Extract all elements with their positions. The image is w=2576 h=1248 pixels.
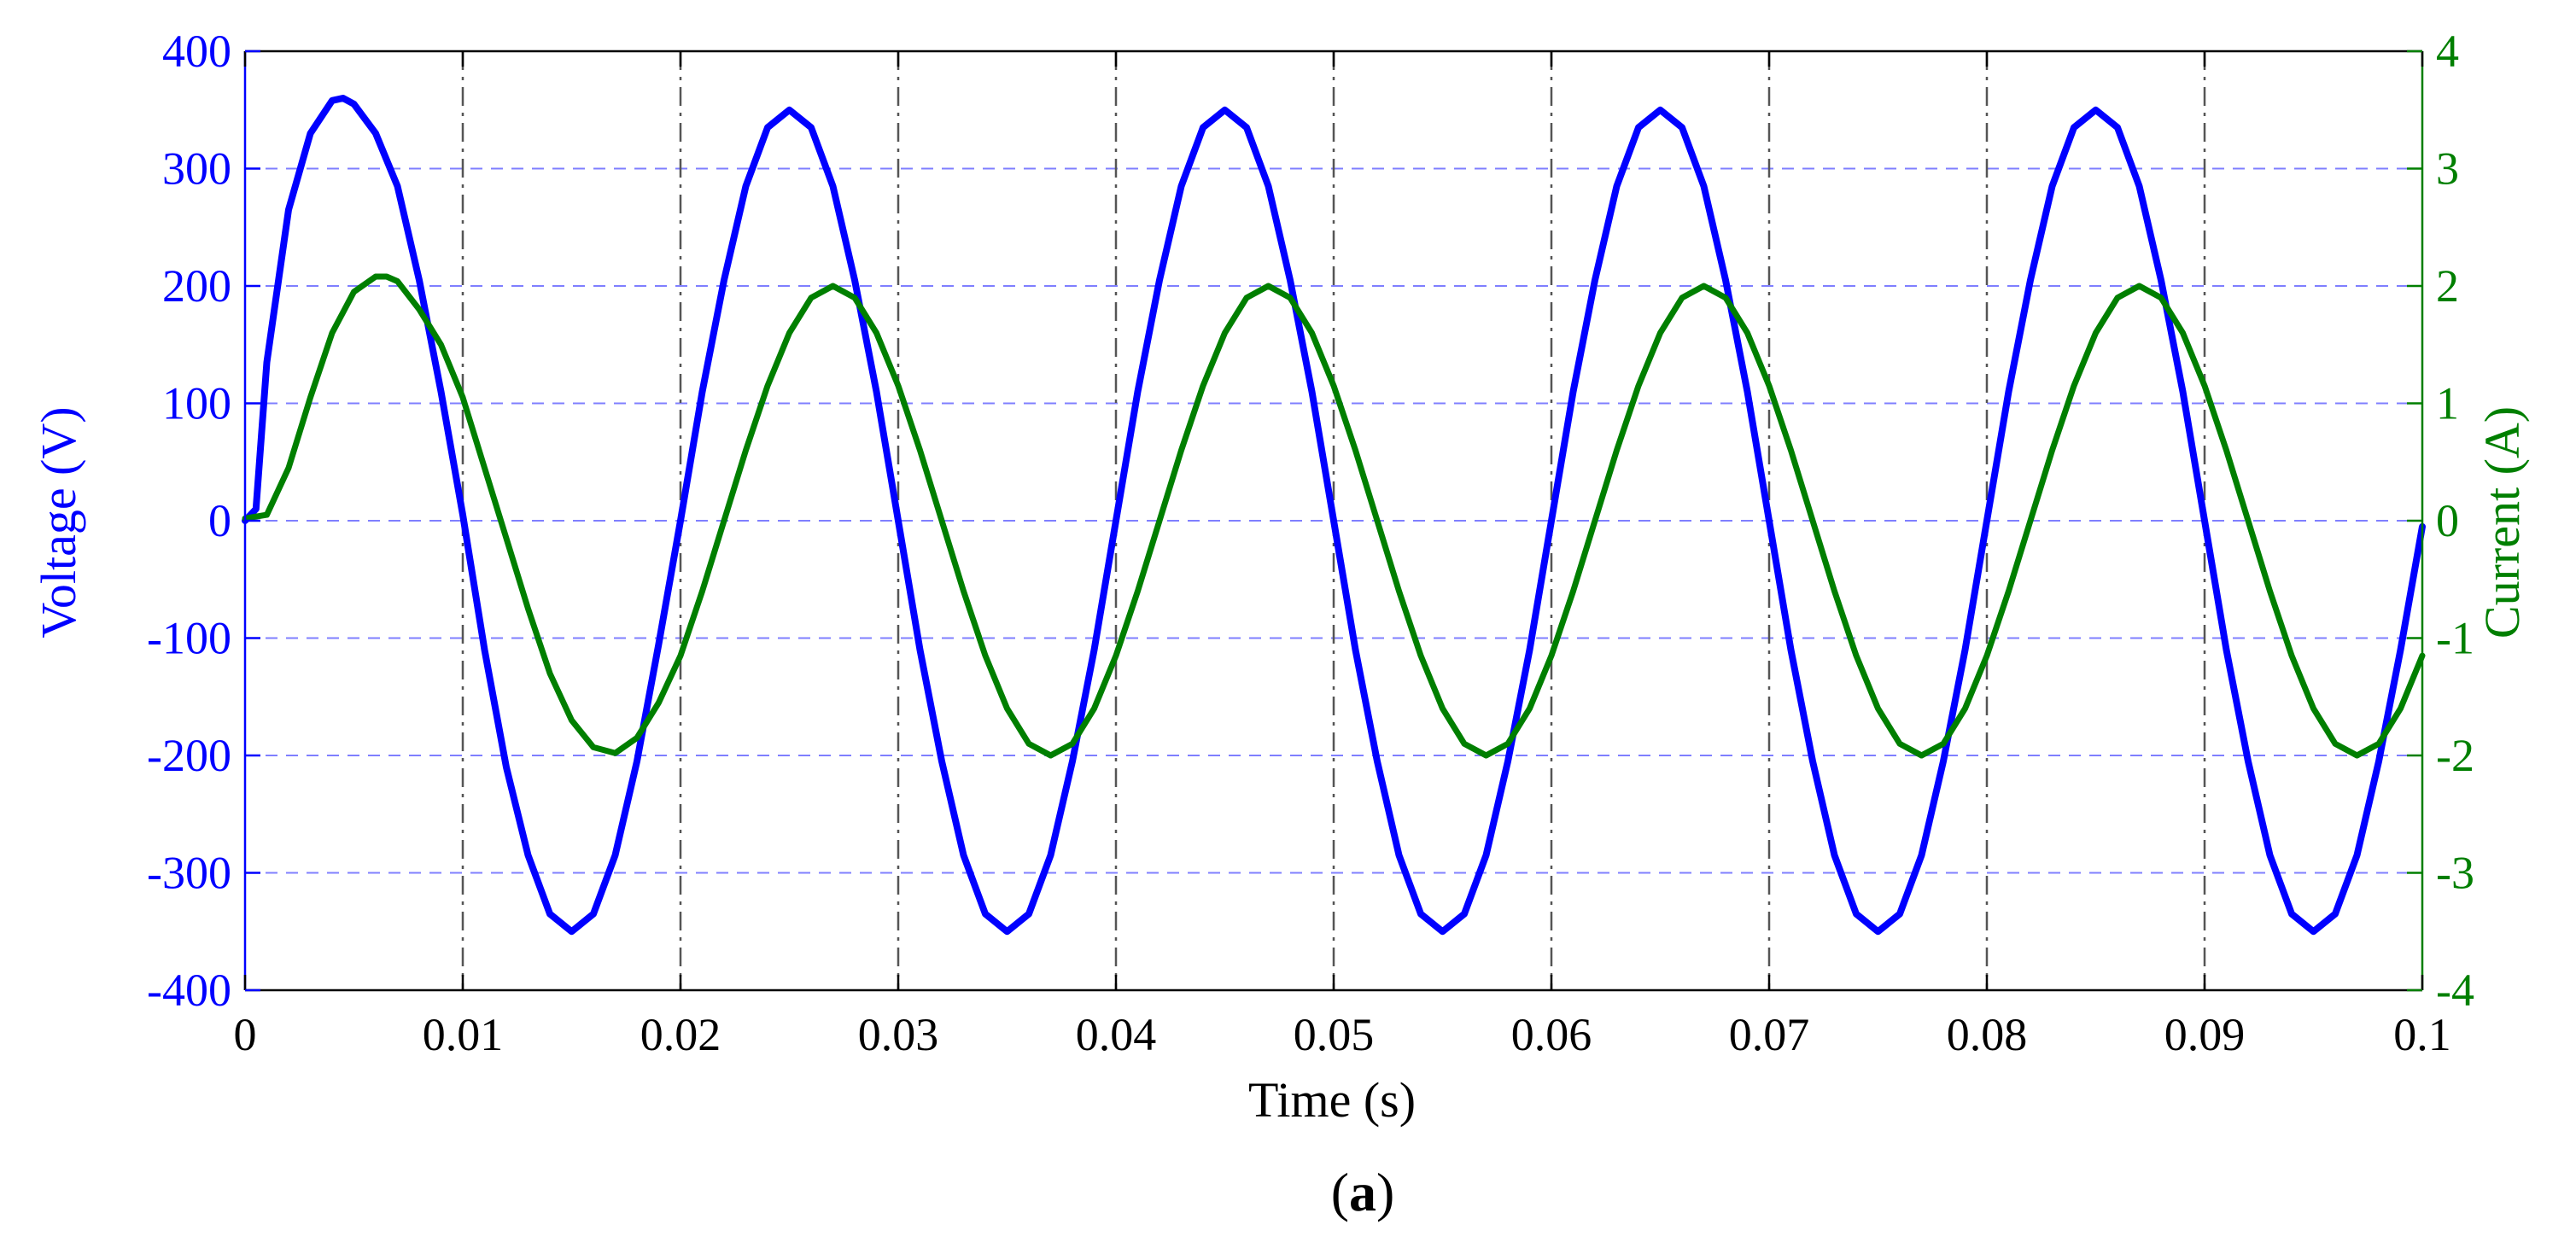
right-y-tick-label: -4 <box>2436 965 2474 1016</box>
axes-layer <box>243 50 2424 992</box>
right-y-tick-label: -1 <box>2436 613 2474 664</box>
right-y-tick-label: 3 <box>2436 143 2459 195</box>
caption-letter: a <box>1349 1162 1376 1222</box>
left-y-tick-label: -400 <box>147 965 231 1016</box>
caption-close-paren: ) <box>1376 1162 1394 1222</box>
caption-open-paren: ( <box>1331 1162 1349 1222</box>
right-axis-label: Current (A) <box>2474 406 2530 639</box>
x-tick-label: 0.09 <box>2164 1009 2246 1060</box>
figure-caption: (a) <box>1331 1162 1395 1222</box>
tick-labels-layer: 0 0.01 0.02 0.03 0.04 0.05 0.06 0.07 0.08 0.09 0.1… <box>147 26 2474 1060</box>
x-tick-label: 0.04 <box>1076 1009 1157 1060</box>
x-axis-label: Time (s) <box>1248 1072 1416 1128</box>
voltage-series-line <box>242 95 2426 936</box>
left-y-tick-label: 300 <box>162 143 231 195</box>
left-y-tick-label: 400 <box>162 26 231 77</box>
x-tick-label: 0.01 <box>423 1009 504 1060</box>
left-y-tick-label: 0 <box>208 495 231 546</box>
left-y-tick-label: -200 <box>147 730 231 781</box>
right-y-tick-label: 0 <box>2436 495 2459 546</box>
x-tick-label: 0.02 <box>640 1009 721 1060</box>
right-y-tick-label: -2 <box>2436 730 2474 781</box>
right-y-tick-label: 4 <box>2436 26 2459 77</box>
left-y-tick-label: 100 <box>162 378 231 429</box>
left-y-tick-label: -100 <box>147 613 231 664</box>
left-y-tick-label: 200 <box>162 260 231 312</box>
right-y-tick-label: 1 <box>2436 378 2459 429</box>
x-tick-label: 0.1 <box>2393 1009 2451 1060</box>
left-y-tick-label: -300 <box>147 848 231 899</box>
right-y-tick-label: 2 <box>2436 260 2459 312</box>
x-tick-label: 0.08 <box>1947 1009 2028 1060</box>
x-tick-label: 0.03 <box>858 1009 939 1060</box>
x-tick-label: 0 <box>234 1009 257 1060</box>
series-layer <box>242 95 2426 936</box>
right-y-tick-label: -3 <box>2436 848 2474 899</box>
x-tick-label: 0.06 <box>1511 1009 1592 1060</box>
left-axis-label: Voltage (V) <box>31 406 86 638</box>
x-tick-label: 0.05 <box>1294 1009 1375 1060</box>
x-tick-label: 0.07 <box>1729 1009 1810 1060</box>
current-series-line <box>242 273 2426 759</box>
